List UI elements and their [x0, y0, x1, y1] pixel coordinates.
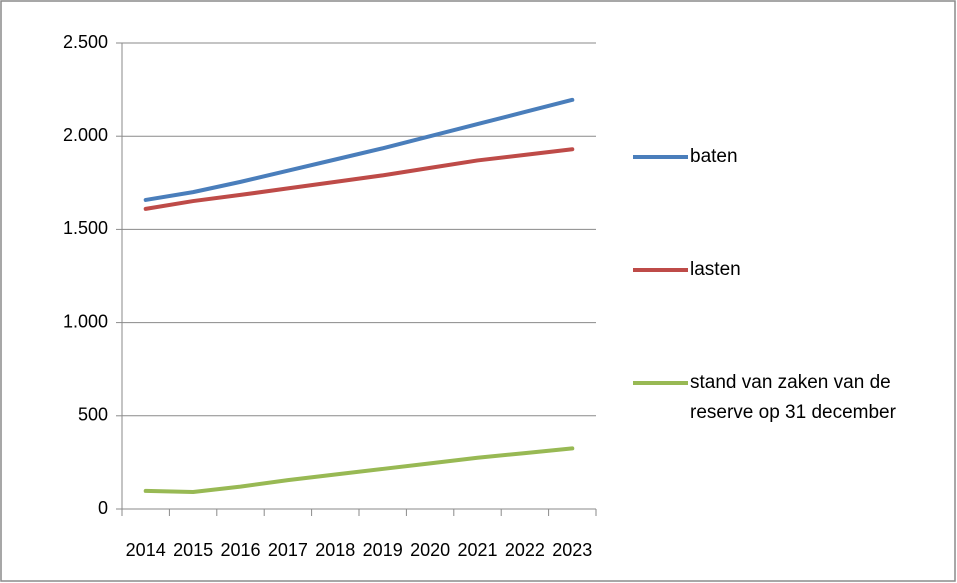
y-tick-label: 1.000: [63, 311, 108, 331]
x-tick-label: 2018: [315, 540, 355, 560]
legend-label: stand van zaken van de reserve op 31 dec…: [690, 372, 896, 423]
x-tick-label: 2020: [410, 540, 450, 560]
y-tick-label: 2.000: [63, 125, 108, 145]
x-tick-label: 2016: [220, 540, 260, 560]
data-line: [143, 446, 575, 495]
y-tick-label: 0: [98, 498, 108, 518]
x-tick-label: 2023: [552, 540, 592, 560]
x-tick-label: 2017: [268, 540, 308, 560]
x-tick-label: 2015: [173, 540, 213, 560]
x-tick-label: 2014: [126, 540, 166, 560]
legend-label: lasten: [690, 259, 741, 280]
data-line: [143, 97, 575, 202]
x-tick-label: 2019: [363, 540, 403, 560]
legend-label: baten: [690, 146, 738, 167]
x-tick-label: 2022: [505, 540, 545, 560]
x-tick-label: 2021: [457, 540, 497, 560]
y-tick-label: 500: [78, 405, 108, 425]
y-tick-label: 1.500: [63, 218, 108, 238]
y-tick-label: 2.500: [63, 32, 108, 52]
data-line: [143, 147, 575, 211]
